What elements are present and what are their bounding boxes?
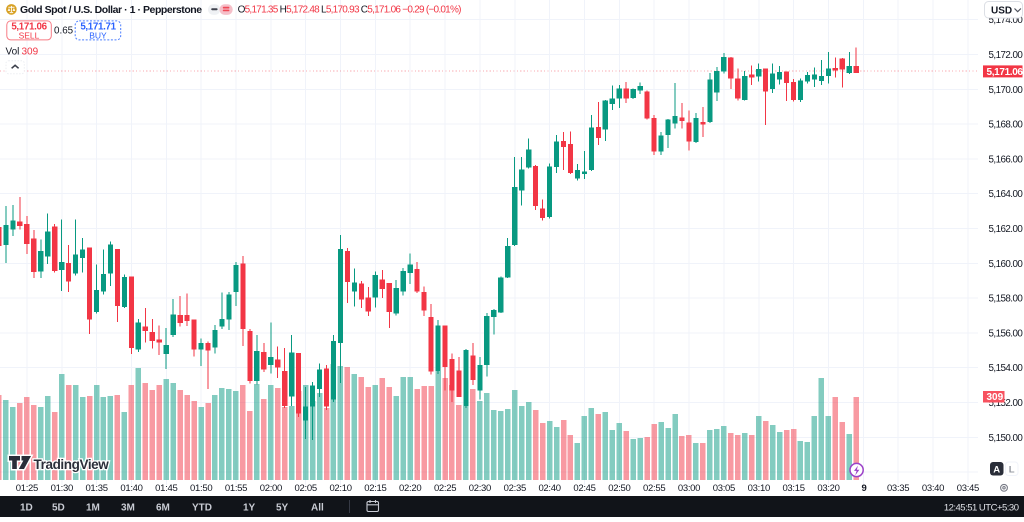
svg-text:03:45: 03:45: [957, 483, 979, 494]
svg-text:1Y: 1Y: [243, 503, 256, 514]
svg-text:12:45:51 UTC+5:30: 12:45:51 UTC+5:30: [944, 503, 1019, 514]
svg-text:5Y: 5Y: [276, 503, 289, 514]
svg-text:9: 9: [861, 483, 866, 494]
svg-text:01:55: 01:55: [225, 483, 247, 494]
svg-text:5,150.00: 5,150.00: [989, 433, 1024, 444]
svg-text:5,152.00: 5,152.00: [989, 398, 1024, 409]
svg-text:SELL: SELL: [19, 31, 40, 41]
svg-text:All: All: [311, 503, 324, 514]
svg-text:A: A: [993, 464, 1000, 475]
svg-text:5,172.00: 5,172.00: [989, 50, 1024, 61]
svg-text:02:30: 02:30: [469, 483, 491, 494]
svg-text:03:40: 03:40: [922, 483, 944, 494]
svg-text:02:40: 02:40: [538, 483, 560, 494]
svg-text:5,171.06: 5,171.06: [11, 21, 47, 32]
svg-text:0.65: 0.65: [54, 25, 74, 36]
svg-text:5,168.00: 5,168.00: [989, 120, 1024, 131]
svg-text:1D: 1D: [20, 503, 33, 514]
svg-text:L: L: [1009, 464, 1015, 475]
svg-text:1M: 1M: [86, 503, 100, 514]
svg-text:5,164.00: 5,164.00: [989, 189, 1024, 200]
svg-text:01:45: 01:45: [155, 483, 177, 494]
svg-text:03:15: 03:15: [782, 483, 804, 494]
svg-text:Vol: Vol: [6, 47, 20, 58]
svg-text:O5,171.35 H5,172.48 L5,170.93: O5,171.35 H5,172.48 L5,170.93 C5,171.06 …: [238, 5, 462, 16]
svg-text:5,174.00: 5,174.00: [989, 15, 1024, 26]
svg-text:5,154.00: 5,154.00: [989, 363, 1024, 374]
svg-text:5,166.00: 5,166.00: [989, 154, 1024, 165]
svg-text:03:00: 03:00: [678, 483, 700, 494]
svg-text:5,162.00: 5,162.00: [989, 224, 1024, 235]
svg-text:YTD: YTD: [192, 503, 212, 514]
svg-text:BUY: BUY: [89, 31, 107, 41]
svg-text:5,156.00: 5,156.00: [989, 328, 1024, 339]
svg-text:02:20: 02:20: [399, 483, 421, 494]
svg-text:Gold Spot / U.S. Dollar · 1 ·: Gold Spot / U.S. Dollar · 1 · Pepperston…: [20, 4, 202, 16]
svg-text:01:50: 01:50: [190, 483, 212, 494]
svg-text:02:55: 02:55: [643, 483, 665, 494]
svg-text:02:05: 02:05: [295, 483, 317, 494]
svg-text:3M: 3M: [121, 503, 135, 514]
svg-text:USD: USD: [991, 6, 1012, 17]
svg-text:03:35: 03:35: [887, 483, 909, 494]
svg-text:02:10: 02:10: [329, 483, 351, 494]
svg-text:5,171.06: 5,171.06: [987, 67, 1024, 78]
svg-text:02:25: 02:25: [434, 483, 456, 494]
svg-text:03:10: 03:10: [748, 483, 770, 494]
svg-text:5,170.00: 5,170.00: [989, 85, 1024, 96]
svg-text:02:35: 02:35: [504, 483, 526, 494]
svg-text:01:25: 01:25: [16, 483, 38, 494]
svg-text:5D: 5D: [52, 503, 65, 514]
svg-text:309: 309: [987, 392, 1004, 403]
svg-text:03:20: 03:20: [817, 483, 839, 494]
svg-text:01:30: 01:30: [51, 483, 73, 494]
svg-text:03:05: 03:05: [713, 483, 735, 494]
svg-text:5,158.00: 5,158.00: [989, 294, 1024, 305]
svg-text:5,160.00: 5,160.00: [989, 259, 1024, 270]
svg-text:TradingView: TradingView: [34, 457, 110, 472]
svg-text:02:50: 02:50: [608, 483, 630, 494]
svg-text:01:40: 01:40: [120, 483, 142, 494]
svg-text:309: 309: [22, 47, 39, 58]
svg-text:6M: 6M: [156, 503, 170, 514]
svg-text:01:35: 01:35: [85, 483, 107, 494]
svg-text:02:15: 02:15: [364, 483, 386, 494]
svg-text:02:45: 02:45: [573, 483, 595, 494]
svg-text:02:00: 02:00: [260, 483, 282, 494]
svg-text:5,171.71: 5,171.71: [80, 21, 116, 32]
